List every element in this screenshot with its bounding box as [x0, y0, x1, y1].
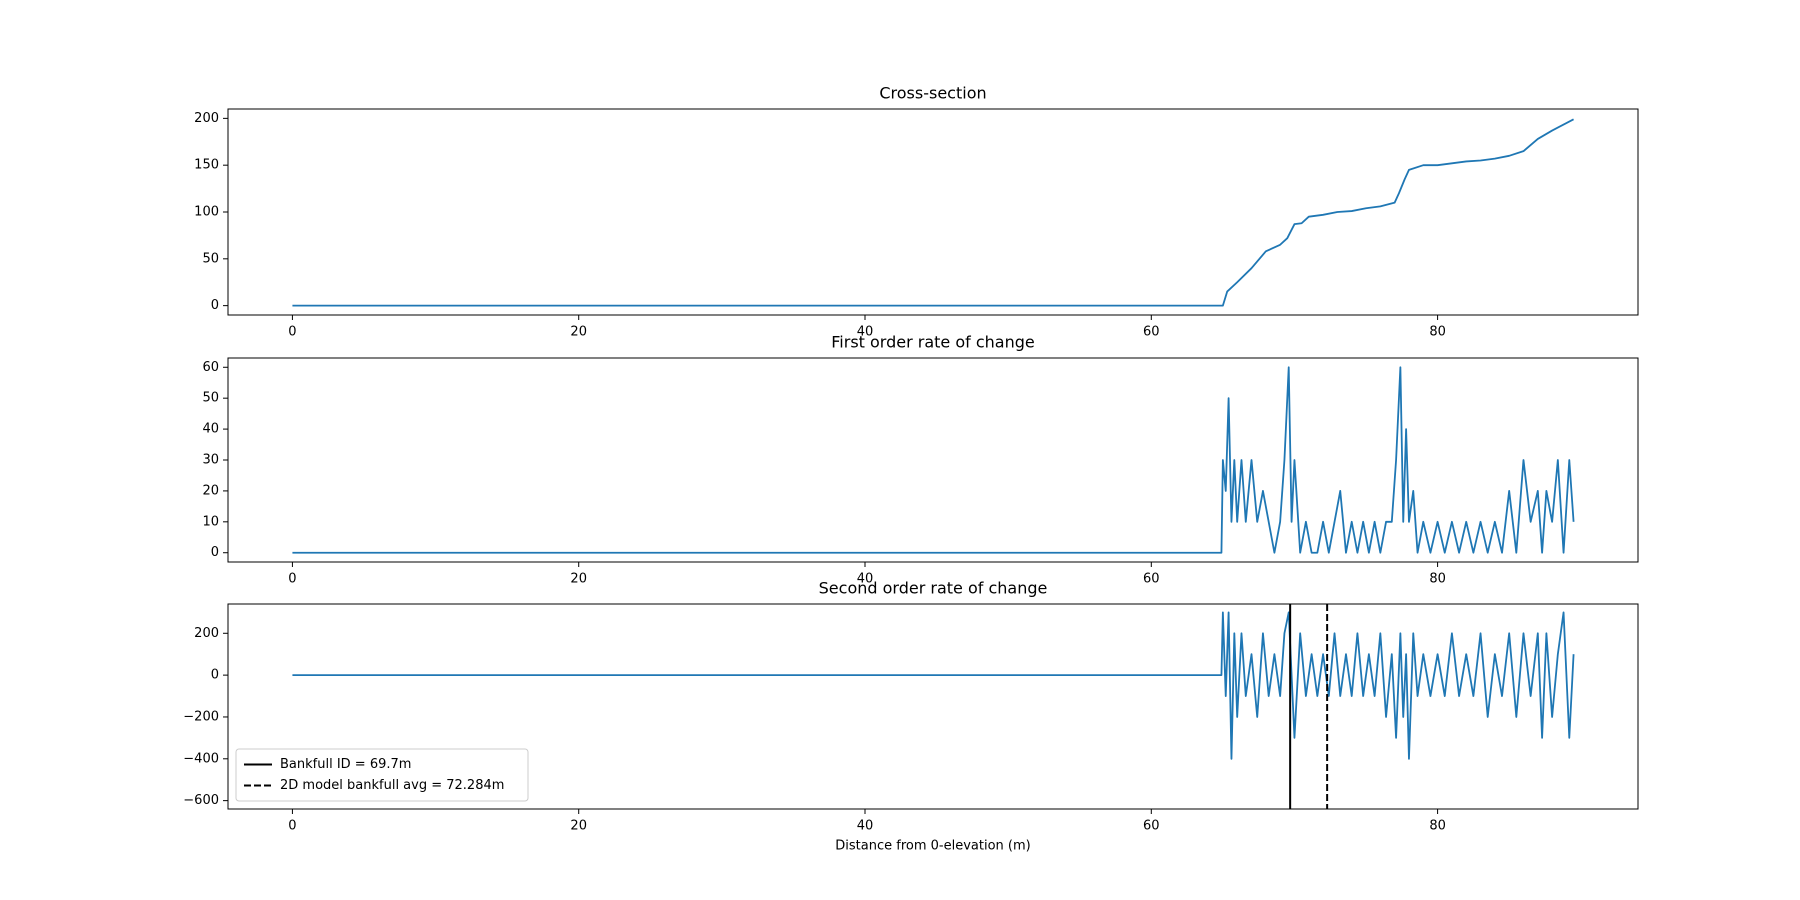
x-tick-label: 0 — [288, 325, 296, 340]
y-tick-label: −400 — [183, 751, 219, 766]
y-tick-label: −200 — [183, 709, 219, 724]
x-tick-label: 0 — [288, 572, 296, 587]
x-tick-label: 20 — [570, 819, 587, 834]
legend-label: 2D model bankfull avg = 72.284m — [280, 778, 504, 793]
x-tick-label: 40 — [857, 819, 874, 834]
data-line — [292, 366, 1575, 554]
y-tick-label: 100 — [194, 205, 219, 220]
chart-title: Second order rate of change — [819, 579, 1048, 598]
x-tick-label: 0 — [288, 819, 296, 834]
y-tick-label: 30 — [202, 453, 219, 468]
chart-title: First order rate of change — [831, 333, 1034, 352]
x-tick-label: 80 — [1429, 325, 1446, 340]
x-tick-label: 80 — [1429, 819, 1446, 834]
x-axis-label: Distance from 0-elevation (m) — [835, 839, 1030, 854]
y-tick-label: 20 — [202, 483, 219, 498]
data-line — [292, 611, 1575, 760]
x-tick-label: 40 — [857, 572, 874, 587]
x-tick-label: 80 — [1429, 572, 1446, 587]
y-tick-label: 40 — [202, 422, 219, 437]
y-tick-label: 0 — [211, 668, 219, 683]
y-tick-label: 60 — [202, 360, 219, 375]
x-tick-label: 20 — [570, 325, 587, 340]
x-tick-label: 60 — [1143, 572, 1160, 587]
data-line — [292, 118, 1574, 307]
y-tick-label: 10 — [202, 514, 219, 529]
y-tick-label: 0 — [211, 545, 219, 560]
y-tick-label: −600 — [183, 793, 219, 808]
y-tick-label: 200 — [194, 626, 219, 641]
x-tick-label: 60 — [1143, 819, 1160, 834]
y-tick-label: 0 — [211, 298, 219, 313]
legend-label: Bankfull ID = 69.7m — [280, 757, 411, 772]
axes-frame — [227, 603, 1639, 810]
chart-title: Cross-section — [879, 84, 986, 103]
y-tick-label: 200 — [194, 111, 219, 126]
x-tick-label: 60 — [1143, 325, 1160, 340]
y-tick-label: 150 — [194, 158, 219, 173]
x-tick-label: 20 — [570, 572, 587, 587]
legend-box — [235, 748, 529, 802]
y-tick-label: 50 — [202, 251, 219, 266]
x-tick-label: 40 — [857, 325, 874, 340]
y-tick-label: 50 — [202, 391, 219, 406]
